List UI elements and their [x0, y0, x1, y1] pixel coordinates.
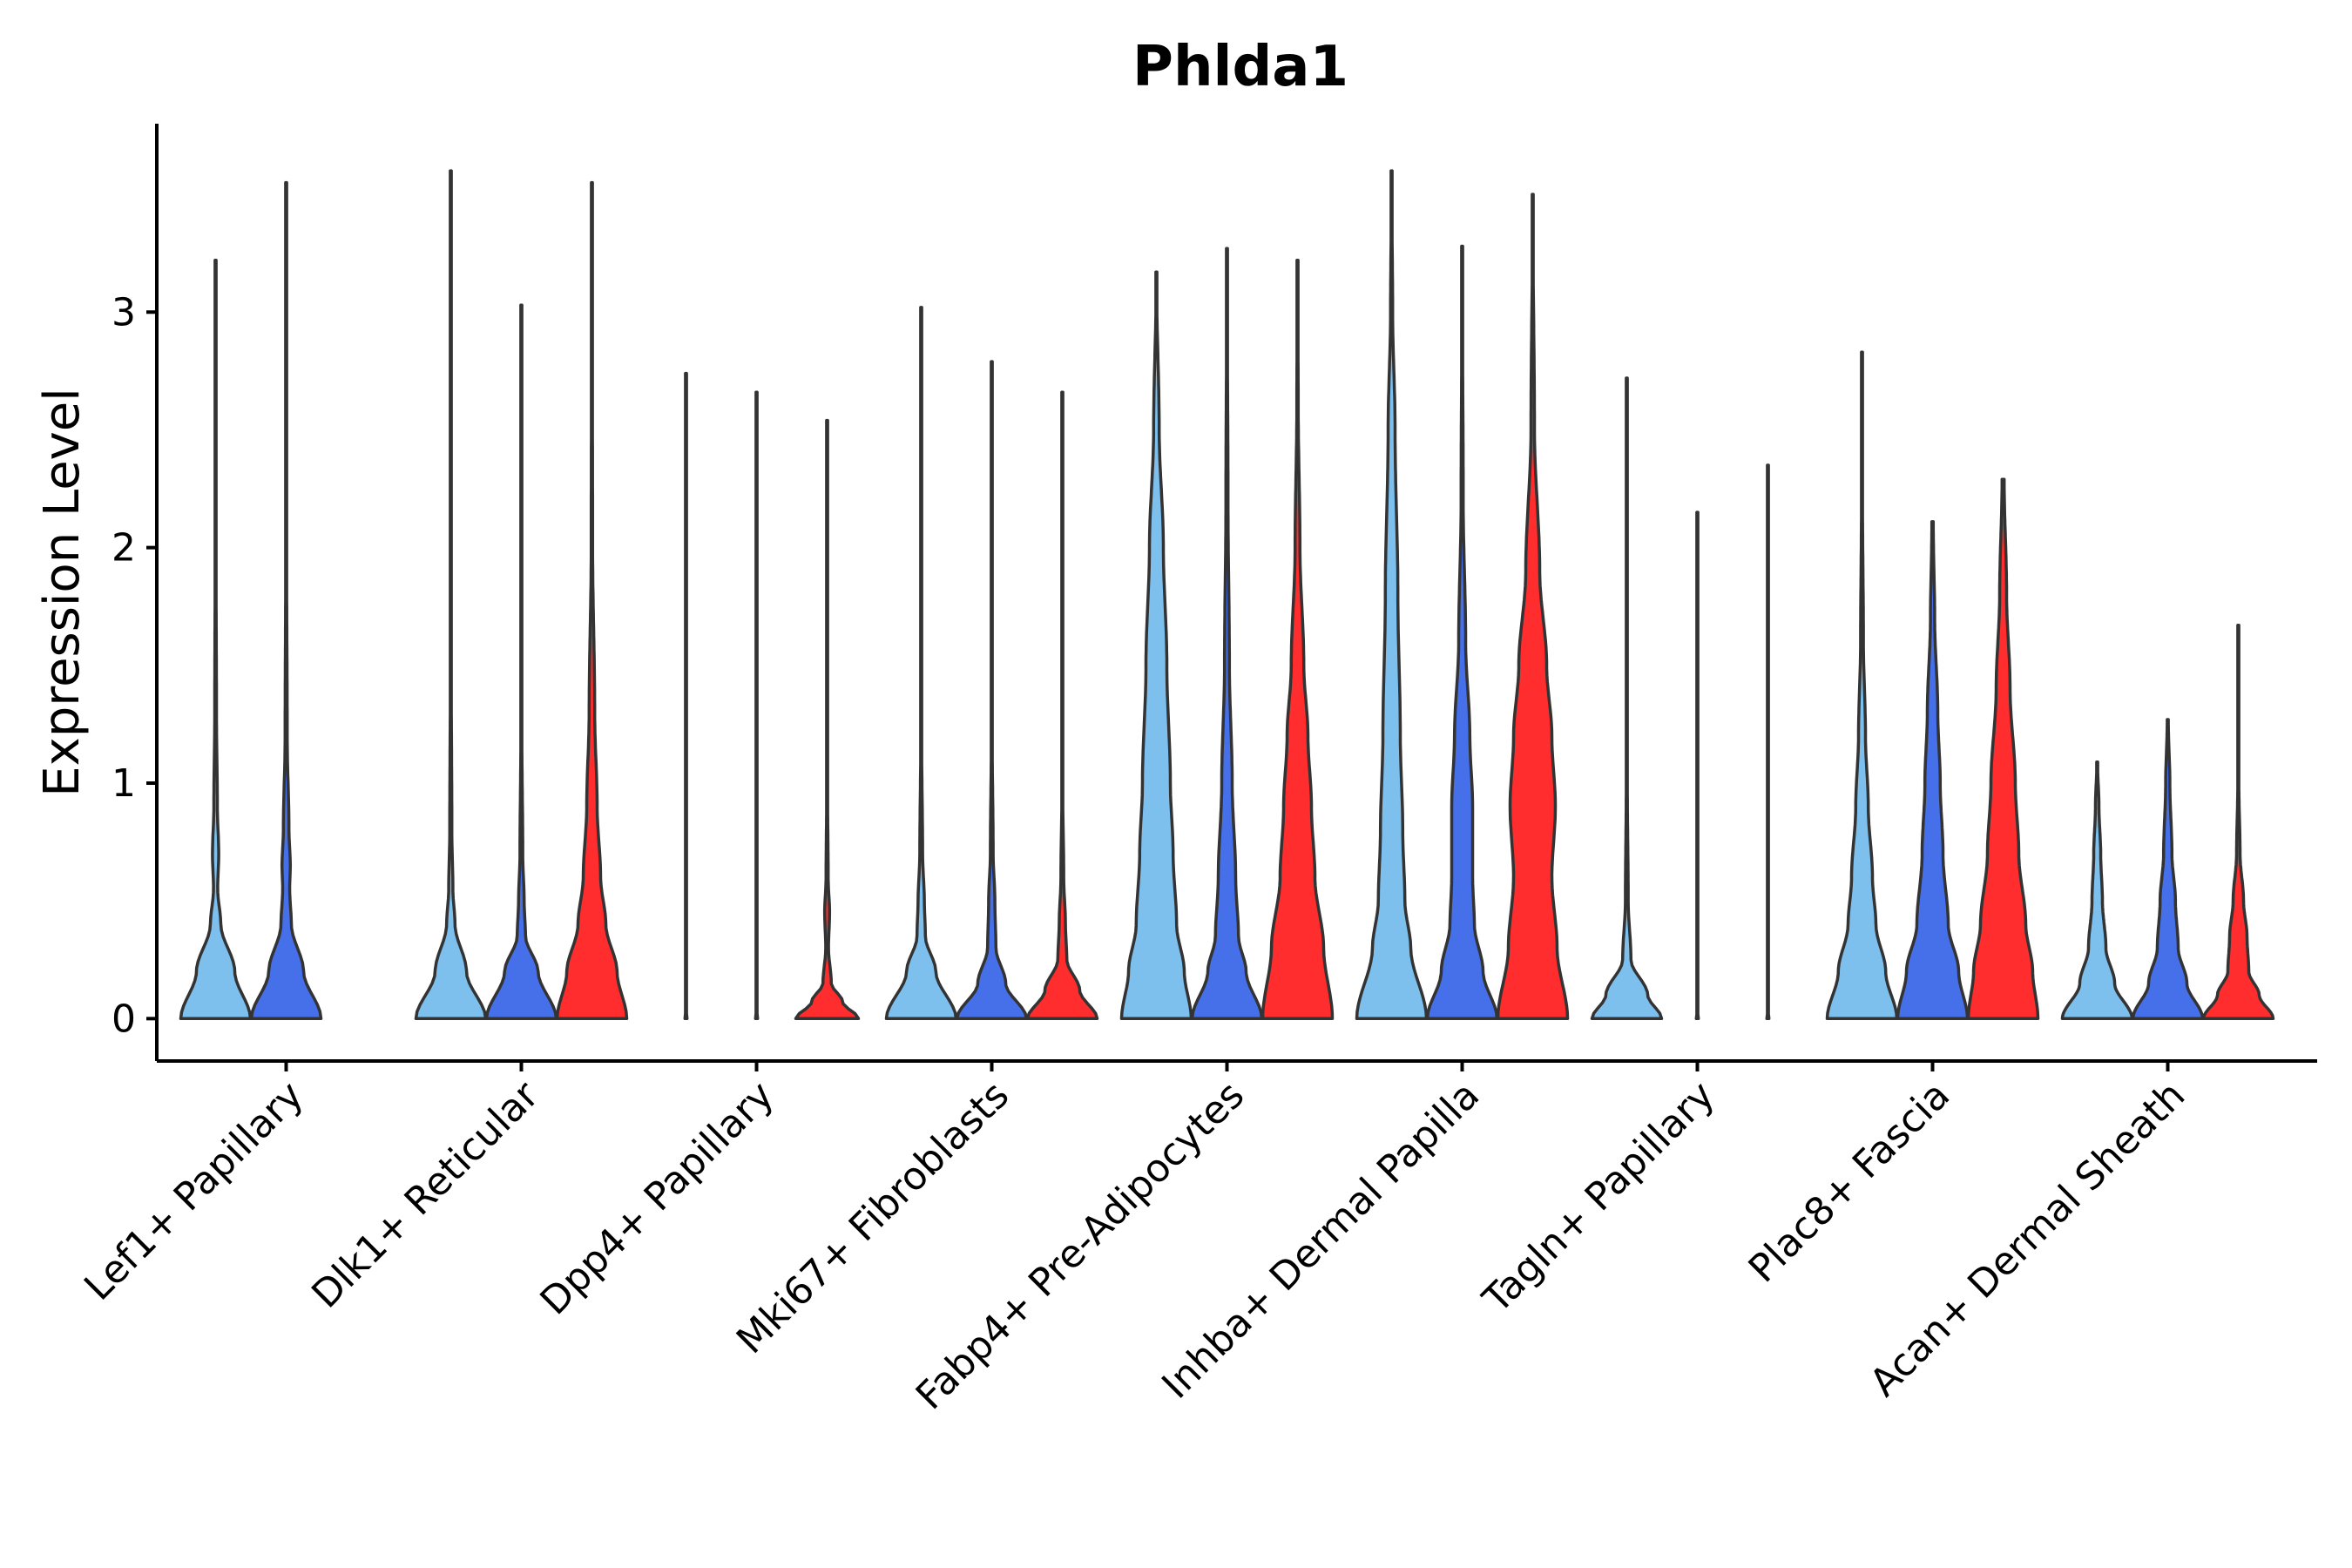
- violin-tagln-papillary-group-2: [1694, 510, 1700, 1021]
- violin-mki67-fibroblasts-group-2: [955, 360, 1029, 1021]
- violin-fabp4-pre-adipocytes-group-3: [1260, 259, 1335, 1021]
- violin-dpp4-papillary-group-1: [683, 371, 689, 1021]
- violin-inhba-dermal-papilla-group-2: [1425, 244, 1499, 1021]
- violin-lef1-papillary-group-2: [249, 180, 323, 1021]
- x-tick-label: Tagln+ Papillary: [1474, 1073, 1723, 1322]
- violin-fabp4-pre-adipocytes-group-2: [1190, 247, 1264, 1021]
- violin-layer: [179, 169, 2275, 1021]
- violin-plac8-fascia-group-3: [1966, 477, 2040, 1021]
- violin-dpp4-papillary-group-3: [794, 418, 861, 1021]
- y-tick-label: 1: [112, 761, 136, 806]
- y-tick-label: 0: [112, 997, 136, 1041]
- y-tick-label: 2: [112, 526, 136, 571]
- violin-inhba-dermal-papilla-group-1: [1355, 169, 1429, 1021]
- violin-acan-dermal-sheath-group-2: [2131, 718, 2205, 1021]
- violin-dlk1-reticular-group-3: [555, 180, 629, 1021]
- violin-acan-dermal-sheath-group-1: [2060, 760, 2134, 1021]
- violin-dpp4-papillary-group-2: [754, 390, 760, 1021]
- violin-inhba-dermal-papilla-group-3: [1496, 193, 1570, 1021]
- violin-fabp4-pre-adipocytes-group-1: [1119, 270, 1193, 1021]
- violin-dlk1-reticular-group-1: [414, 169, 488, 1021]
- violin-tagln-papillary-group-1: [1590, 376, 1664, 1021]
- x-tick-label: Dpp4+ Papillary: [532, 1073, 783, 1324]
- violin-mki67-fibroblasts-group-3: [1025, 390, 1099, 1021]
- y-tick-label: 3: [112, 290, 136, 335]
- violin-plac8-fascia-group-1: [1825, 350, 1899, 1021]
- violin-acan-dermal-sheath-group-3: [2201, 624, 2275, 1021]
- y-axis-label: Expression Level: [34, 388, 91, 797]
- x-tick-label: Lef1+ Papillary: [76, 1073, 312, 1309]
- chart-title: Phlda1: [1132, 35, 1348, 99]
- x-tick-label: Plac8+ Fascia: [1740, 1073, 1959, 1292]
- x-tick-label: Dlk1+ Reticular: [303, 1072, 548, 1317]
- violin-plac8-fascia-group-2: [1896, 520, 1970, 1021]
- violin-mki67-fibroblasts-group-1: [884, 306, 958, 1021]
- violin-dlk1-reticular-group-2: [484, 303, 558, 1021]
- y-axis: 0 1 2 3: [112, 124, 159, 1061]
- violin-tagln-papillary-group-3: [1765, 463, 1771, 1021]
- violin-lef1-papillary-group-1: [179, 259, 253, 1021]
